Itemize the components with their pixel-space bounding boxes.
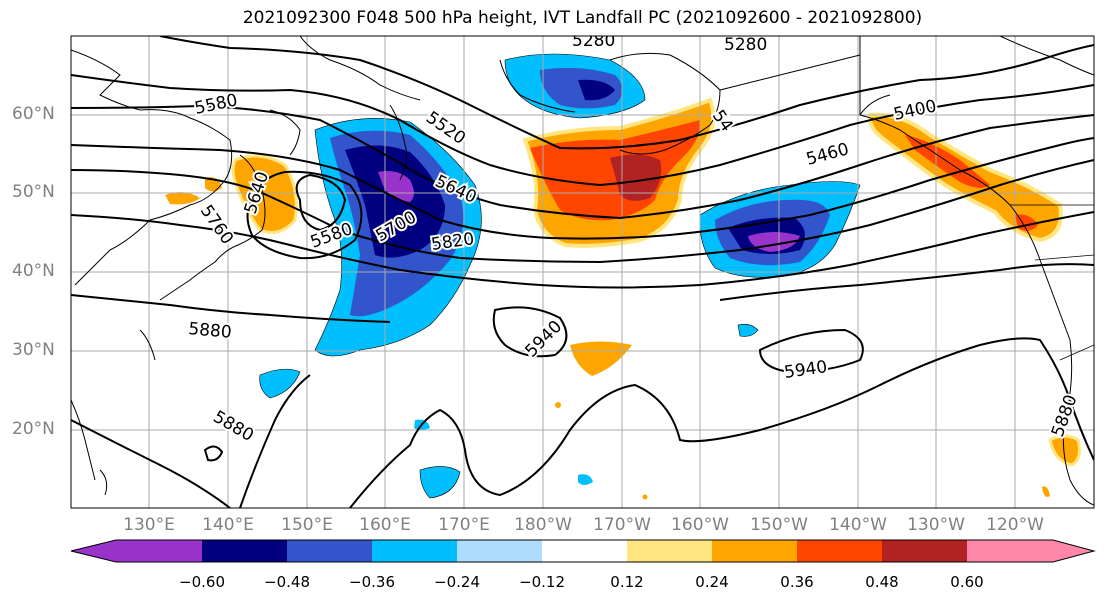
map-title: 2021092300 F048 500 hPa height, IVT Land…: [242, 8, 923, 28]
contour-label: 5280: [572, 31, 615, 51]
colorbar-bin: [372, 540, 458, 562]
colorbar-tick-label: −0.12: [519, 573, 565, 591]
colorbar-bin: [287, 540, 373, 562]
longitude-label: 130°W: [907, 515, 965, 535]
colorbar-bin: [202, 540, 288, 562]
longitude-label: 160°W: [671, 515, 729, 535]
contour-label: 5280: [724, 35, 767, 55]
colorbar-bin: [116, 540, 203, 562]
colorbar-tick-label: 0.12: [610, 573, 644, 591]
latitude-label: 20°N: [12, 419, 55, 439]
colorbar-bin: [882, 540, 968, 562]
colorbar-tick-label: −0.24: [434, 573, 480, 591]
coastlines: [71, 36, 1094, 506]
colorbar-max-extend: [1053, 540, 1094, 562]
gridlines: [71, 36, 1094, 508]
colorbar-bin: [797, 540, 883, 562]
colorbar-tick-label: 0.24: [695, 573, 729, 591]
longitude-label: 130°E: [123, 515, 175, 535]
colorbar-bin: [967, 540, 1053, 562]
colorbar-bin: [712, 540, 798, 562]
borders: [859, 36, 1094, 361]
map-frame: [70, 35, 1095, 509]
longitude-label: 180°W: [514, 515, 572, 535]
longitude-label: 140°E: [202, 515, 254, 535]
latitude-label: 50°N: [12, 182, 55, 202]
longitude-label: 170°W: [593, 515, 651, 535]
colorbar-bin: [542, 540, 628, 562]
colorbar-bin: [627, 540, 713, 562]
height-contours: [71, 36, 1094, 508]
colorbar-tick-label: −0.36: [349, 573, 395, 591]
colorbar-bin: [457, 540, 543, 562]
longitude-label: 140°W: [829, 515, 887, 535]
longitude-label: 170°E: [438, 515, 490, 535]
colorbar-tick-label: 0.48: [865, 573, 899, 591]
longitude-label: 160°E: [359, 515, 411, 535]
latitude-label: 40°N: [12, 261, 55, 281]
longitude-label: 150°W: [750, 515, 808, 535]
contour-label: 5880: [188, 319, 233, 343]
colorbar-tick-label: −0.60: [179, 573, 225, 591]
map-plot-area: 5280 5280 5580 5520 5400 5460 5640 5640 …: [71, 31, 1094, 508]
colorbar-tick-label: 0.36: [780, 573, 814, 591]
longitude-label: 150°E: [281, 515, 333, 535]
colorbar: [70, 539, 1096, 563]
colorbar-min-extend: [71, 540, 116, 562]
colorbar-tick-label: −0.48: [264, 573, 310, 591]
latitude-label: 60°N: [12, 104, 55, 124]
longitude-label: 120°W: [986, 515, 1044, 535]
colorbar-tick-label: 0.60: [950, 573, 984, 591]
latitude-label: 30°N: [12, 340, 55, 360]
